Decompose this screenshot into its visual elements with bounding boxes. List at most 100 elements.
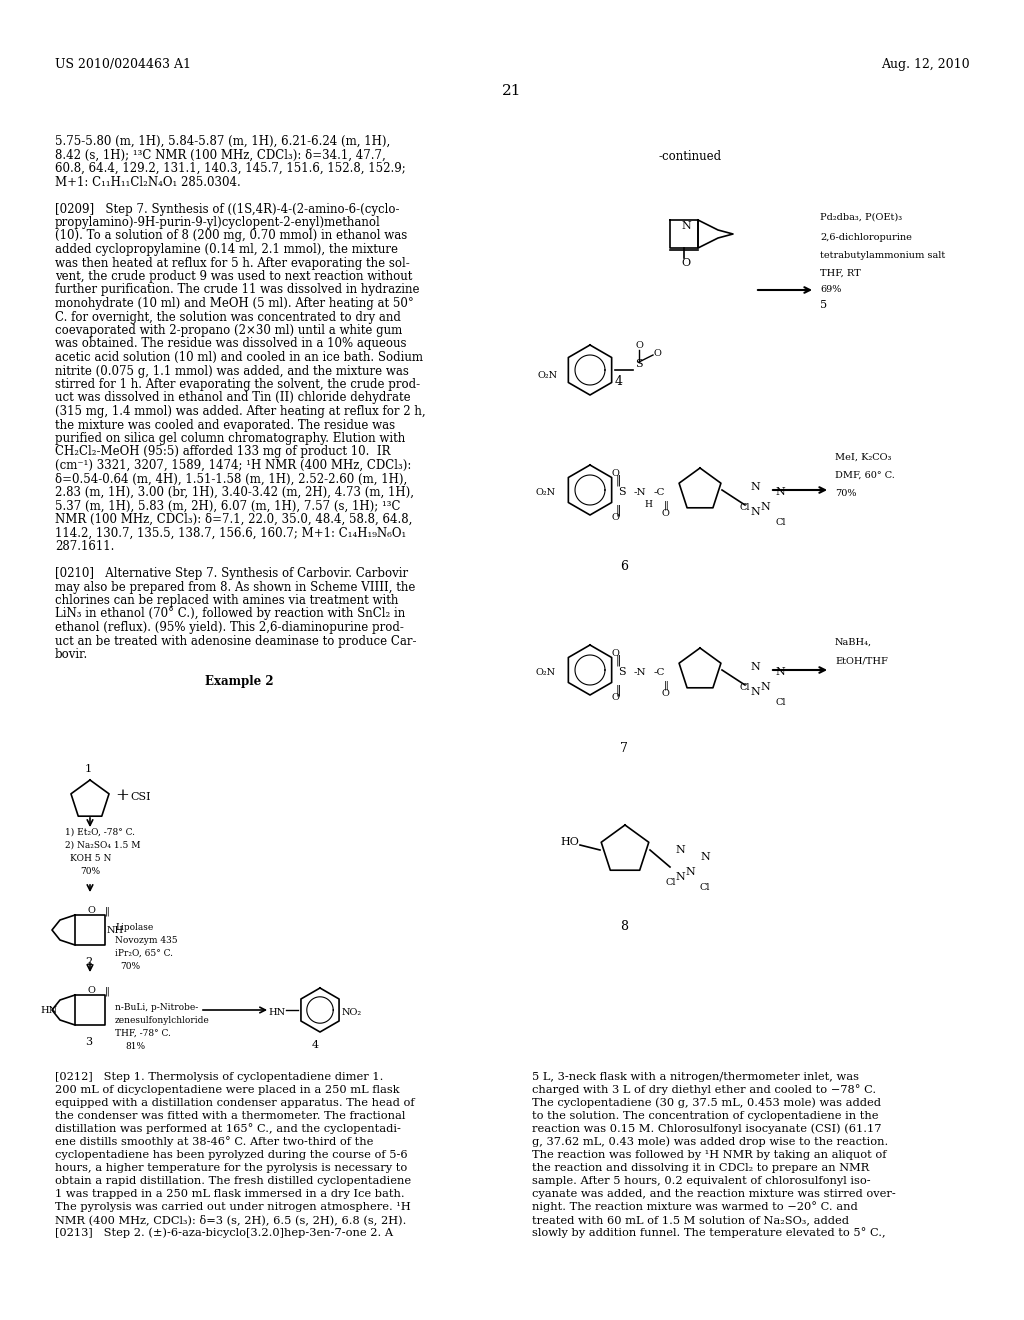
Text: S: S	[635, 359, 643, 370]
Text: N: N	[685, 867, 694, 876]
Text: ‖: ‖	[105, 986, 110, 995]
Text: +: +	[115, 787, 129, 804]
Text: O: O	[612, 649, 620, 657]
Text: O: O	[636, 341, 644, 350]
Text: N: N	[750, 482, 760, 492]
Text: nitrite (0.075 g, 1.1 mmol) was added, and the mixture was: nitrite (0.075 g, 1.1 mmol) was added, a…	[55, 364, 409, 378]
Text: hours, a higher temperature for the pyrolysis is necessary to: hours, a higher temperature for the pyro…	[55, 1163, 408, 1173]
Text: Example 2: Example 2	[205, 675, 273, 688]
Text: N: N	[700, 851, 710, 862]
Text: Novozym 435: Novozym 435	[115, 936, 177, 945]
Text: ‖: ‖	[616, 653, 622, 665]
Text: LiN₃ in ethanol (70° C.), followed by reaction with SnCl₂ in: LiN₃ in ethanol (70° C.), followed by re…	[55, 607, 406, 620]
Text: O₂N: O₂N	[535, 668, 555, 677]
Text: 6: 6	[620, 560, 628, 573]
Text: ‖: ‖	[664, 681, 669, 690]
Text: 7: 7	[620, 742, 628, 755]
Text: 287.1611.: 287.1611.	[55, 540, 115, 553]
Text: CH₂Cl₂-MeOH (95:5) afforded 133 mg of product 10.  IR: CH₂Cl₂-MeOH (95:5) afforded 133 mg of pr…	[55, 446, 390, 458]
Text: ‖: ‖	[616, 474, 622, 486]
Text: 200 mL of dicyclopentadiene were placed in a 250 mL flask: 200 mL of dicyclopentadiene were placed …	[55, 1085, 399, 1096]
Text: equipped with a distillation condenser apparatus. The head of: equipped with a distillation condenser a…	[55, 1098, 415, 1107]
Text: 8.42 (s, 1H); ¹³C NMR (100 MHz, CDCl₃): δ=34.1, 47.7,: 8.42 (s, 1H); ¹³C NMR (100 MHz, CDCl₃): …	[55, 149, 386, 161]
Text: O: O	[612, 469, 620, 478]
Text: 70%: 70%	[120, 962, 140, 972]
Text: [0209]   Step 7. Synthesis of ((1S,4R)-4-(2-amino-6-(cyclo-: [0209] Step 7. Synthesis of ((1S,4R)-4-(…	[55, 202, 399, 215]
Text: MeI, K₂CO₃: MeI, K₂CO₃	[835, 453, 891, 462]
Text: N: N	[750, 507, 760, 517]
Text: propylamino)-9H-purin-9-yl)cyclopent-2-enyl)methanol: propylamino)-9H-purin-9-yl)cyclopent-2-e…	[55, 216, 381, 228]
Text: -C: -C	[654, 488, 666, 498]
Text: iPr₂O, 65° C.: iPr₂O, 65° C.	[115, 949, 173, 958]
Text: DMF, 60° C.: DMF, 60° C.	[835, 471, 895, 480]
Text: Cl: Cl	[740, 682, 751, 692]
Text: S: S	[618, 487, 626, 498]
Text: 1) Et₂O, -78° C.: 1) Et₂O, -78° C.	[65, 828, 135, 837]
Text: tetrabutylammonium salt: tetrabutylammonium salt	[820, 251, 945, 260]
Text: S: S	[618, 667, 626, 677]
Text: 70%: 70%	[835, 488, 856, 498]
Text: uct was dissolved in ethanol and Tin (II) chloride dehydrate: uct was dissolved in ethanol and Tin (II…	[55, 392, 411, 404]
Text: 2,6-dichloropurine: 2,6-dichloropurine	[820, 234, 912, 242]
Text: Cl: Cl	[665, 878, 676, 887]
Text: uct an be treated with adenosine deaminase to produce Car-: uct an be treated with adenosine deamina…	[55, 635, 417, 648]
Text: the reaction and dissolving it in CDCl₂ to prepare an NMR: the reaction and dissolving it in CDCl₂ …	[532, 1163, 869, 1173]
Text: US 2010/0204463 A1: US 2010/0204463 A1	[55, 58, 191, 71]
Text: The pyrolysis was carried out under nitrogen atmosphere. ¹H: The pyrolysis was carried out under nitr…	[55, 1203, 411, 1212]
Text: 1: 1	[85, 764, 92, 774]
Text: treated with 60 mL of 1.5 M solution of Na₂SO₃, added: treated with 60 mL of 1.5 M solution of …	[532, 1214, 849, 1225]
Text: O: O	[87, 986, 95, 995]
Text: sample. After 5 hours, 0.2 equivalent of chlorosulfonyl iso-: sample. After 5 hours, 0.2 equivalent of…	[532, 1176, 870, 1185]
Text: -N: -N	[634, 668, 646, 677]
Text: 3: 3	[85, 1038, 92, 1047]
Text: N: N	[775, 487, 784, 498]
Text: (10). To a solution of 8 (200 mg, 0.70 mmol) in ethanol was: (10). To a solution of 8 (200 mg, 0.70 m…	[55, 230, 408, 243]
Text: -C: -C	[654, 668, 666, 677]
Text: C. for overnight, the solution was concentrated to dry and: C. for overnight, the solution was conce…	[55, 310, 400, 323]
Text: NH: NH	[106, 927, 124, 935]
Text: 69%: 69%	[820, 285, 842, 294]
Text: Cl: Cl	[700, 883, 711, 892]
Text: H: H	[644, 500, 652, 510]
Text: 5.37 (m, 1H), 5.83 (m, 2H), 6.07 (m, 1H), 7.57 (s, 1H); ¹³C: 5.37 (m, 1H), 5.83 (m, 2H), 6.07 (m, 1H)…	[55, 499, 400, 512]
Text: ‖: ‖	[616, 684, 622, 696]
Text: N: N	[775, 667, 784, 677]
Text: THF, -78° C.: THF, -78° C.	[115, 1030, 171, 1038]
Text: charged with 3 L of dry diethyl ether and cooled to −78° C.: charged with 3 L of dry diethyl ether an…	[532, 1084, 877, 1096]
Text: HN: HN	[268, 1008, 285, 1016]
Text: O: O	[653, 348, 660, 358]
Text: 21: 21	[502, 84, 522, 98]
Text: 5: 5	[820, 300, 827, 310]
Text: 60.8, 64.4, 129.2, 131.1, 140.3, 145.7, 151.6, 152.8, 152.9;: 60.8, 64.4, 129.2, 131.1, 140.3, 145.7, …	[55, 162, 406, 176]
Text: n-BuLi, p-Nitrobe-: n-BuLi, p-Nitrobe-	[115, 1003, 199, 1012]
Text: HN: HN	[40, 1006, 57, 1015]
Text: -continued: -continued	[658, 150, 722, 162]
Text: 5.75-5.80 (m, 1H), 5.84-5.87 (m, 1H), 6.21-6.24 (m, 1H),: 5.75-5.80 (m, 1H), 5.84-5.87 (m, 1H), 6.…	[55, 135, 390, 148]
Text: Lipolase: Lipolase	[115, 923, 154, 932]
Text: ‖: ‖	[105, 906, 110, 916]
Text: obtain a rapid distillation. The fresh distilled cyclopentadiene: obtain a rapid distillation. The fresh d…	[55, 1176, 411, 1185]
Text: cyanate was added, and the reaction mixture was stirred over-: cyanate was added, and the reaction mixt…	[532, 1189, 896, 1199]
Text: N: N	[750, 686, 760, 697]
Text: -N: -N	[634, 488, 646, 498]
Text: N: N	[760, 682, 770, 692]
Text: ‖: ‖	[664, 502, 669, 511]
Text: cyclopentadiene has been pyrolyzed during the course of 5-6: cyclopentadiene has been pyrolyzed durin…	[55, 1150, 408, 1160]
Text: reaction was 0.15 M. Chlorosulfonyl isocyanate (CSI) (61.17: reaction was 0.15 M. Chlorosulfonyl isoc…	[532, 1123, 882, 1134]
Text: (315 mg, 1.4 mmol) was added. After heating at reflux for 2 h,: (315 mg, 1.4 mmol) was added. After heat…	[55, 405, 426, 418]
Text: further purification. The crude 11 was dissolved in hydrazine: further purification. The crude 11 was d…	[55, 284, 420, 297]
Text: The reaction was followed by ¹H NMR by taking an aliquot of: The reaction was followed by ¹H NMR by t…	[532, 1150, 887, 1160]
Text: 70%: 70%	[80, 867, 100, 876]
Text: [0210]   Alternative Step 7. Synthesis of Carbovir. Carbovir: [0210] Alternative Step 7. Synthesis of …	[55, 568, 409, 579]
Text: 2.83 (m, 1H), 3.00 (br, 1H), 3.40-3.42 (m, 2H), 4.73 (m, 1H),: 2.83 (m, 1H), 3.00 (br, 1H), 3.40-3.42 (…	[55, 486, 414, 499]
Text: O₂N: O₂N	[537, 371, 557, 380]
Text: 81%: 81%	[125, 1041, 145, 1051]
Text: O: O	[612, 513, 620, 521]
Text: N: N	[760, 502, 770, 512]
Text: NaBH₄,: NaBH₄,	[835, 638, 872, 647]
Text: O: O	[612, 693, 620, 702]
Text: NO₂: NO₂	[342, 1008, 362, 1016]
Text: HO: HO	[560, 837, 579, 847]
Text: Cl: Cl	[775, 517, 785, 527]
Text: N: N	[675, 873, 685, 882]
